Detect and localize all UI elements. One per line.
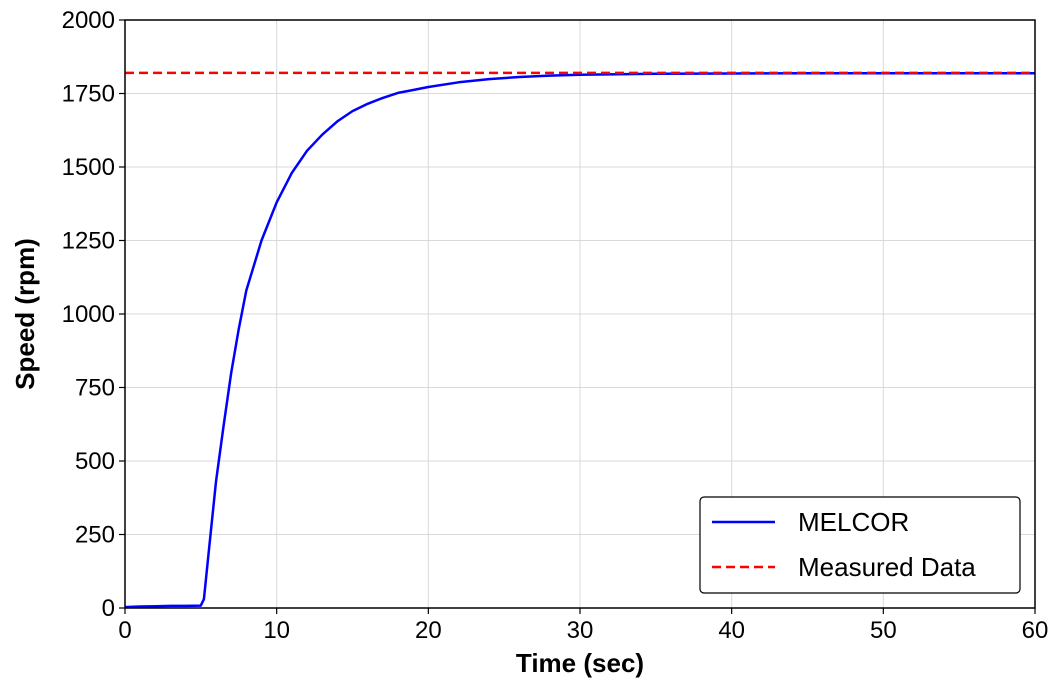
x-tick-label: 20 bbox=[415, 617, 442, 644]
y-tick-label: 250 bbox=[75, 522, 115, 549]
x-tick-label: 0 bbox=[118, 617, 131, 644]
axis-ticks: 0 10 20 30 40 50 60 0 250 500 750 1000 1250 1500 1750 2… bbox=[62, 7, 1049, 644]
y-tick-label: 1750 bbox=[62, 81, 115, 108]
y-tick-label: 1250 bbox=[62, 228, 115, 255]
x-tick-label: 30 bbox=[567, 617, 594, 644]
y-tick-label: 2000 bbox=[62, 7, 115, 34]
y-tick-label: 500 bbox=[75, 448, 115, 475]
y-tick-label: 750 bbox=[75, 375, 115, 402]
legend: MELCOR Measured Data bbox=[699, 496, 1021, 594]
y-tick-label: 1000 bbox=[62, 301, 115, 328]
series-line-melcor bbox=[124, 71, 1035, 609]
y-tick-label: 1500 bbox=[62, 154, 115, 181]
x-tick-label: 40 bbox=[718, 617, 745, 644]
x-tick-label: 10 bbox=[263, 617, 290, 644]
x-tick-label: 60 bbox=[1022, 617, 1049, 644]
legend-label-measured-data: Measured Data bbox=[798, 552, 976, 582]
y-tick-label: 0 bbox=[102, 595, 115, 622]
legend-box bbox=[699, 496, 1021, 594]
grid-lines bbox=[124, 19, 1036, 609]
legend-label-melcor: MELCOR bbox=[798, 507, 909, 537]
x-tick-label: 50 bbox=[870, 617, 897, 644]
x-axis-title: Time (sec) bbox=[516, 648, 644, 678]
plot-series bbox=[124, 71, 1035, 609]
plot-frame bbox=[124, 19, 1036, 609]
y-axis-title: Speed (rpm) bbox=[10, 238, 40, 390]
